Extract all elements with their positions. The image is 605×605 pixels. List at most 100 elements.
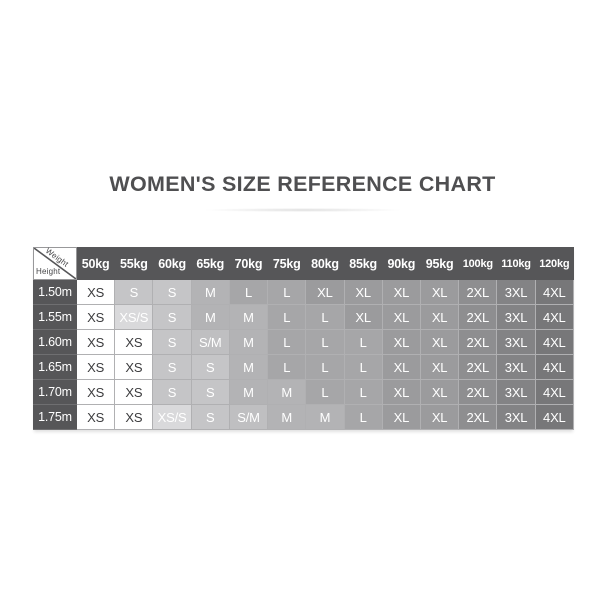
weight-header-120kg: 120kg: [534, 247, 575, 280]
height-label-1-65m: 1.65m: [33, 354, 77, 380]
table-header: Weight Height 50kg 55kg 60kg 65kg 70kg 75kg 80…: [33, 246, 575, 280]
size-cell: L: [305, 379, 345, 405]
height-label-1-75m: 1.75m: [33, 404, 77, 430]
size-cell: XS: [114, 354, 154, 380]
size-cell: XS/S: [152, 404, 192, 430]
table-row-1-50m: 1.50m XS S S M L L XL XL XL XL 2XL 3XL 4XL: [33, 279, 575, 305]
size-reference-table: Weight Height 50kg 55kg 60kg 65kg 70kg 75kg 80…: [33, 246, 575, 430]
size-cell: 2XL: [458, 329, 498, 355]
size-cell: XL: [381, 329, 421, 355]
size-cell: L: [343, 379, 383, 405]
size-cell: XS: [114, 379, 154, 405]
corner-height-label: Height: [36, 267, 61, 276]
size-cell: L: [305, 329, 345, 355]
size-cell: 2XL: [458, 304, 498, 330]
size-cell: XL: [305, 279, 345, 305]
diagonal-divider-icon: [34, 248, 76, 279]
size-cell: XL: [381, 404, 421, 430]
size-cell: 2XL: [458, 279, 498, 305]
size-cell: XS: [75, 404, 116, 430]
size-cell: M: [267, 404, 307, 430]
table-body: 1.50m XS S S M L L XL XL XL XL 2XL 3XL 4XL 1.55m XS XS/S…: [33, 279, 575, 430]
size-cell: L: [267, 279, 307, 305]
size-cell: M: [228, 379, 269, 405]
size-cell: 4XL: [534, 404, 575, 430]
height-label-1-70m: 1.70m: [33, 379, 77, 405]
size-cell: XL: [419, 404, 460, 430]
size-cell: XL: [419, 379, 460, 405]
size-cell: S: [152, 279, 192, 305]
size-cell: M: [305, 404, 345, 430]
size-cell: XS: [75, 379, 116, 405]
size-cell: M: [228, 354, 269, 380]
size-cell: XS: [75, 304, 116, 330]
size-cell: XS: [114, 329, 154, 355]
size-cell: L: [267, 304, 307, 330]
title-divider: [205, 208, 401, 212]
size-cell: 2XL: [458, 354, 498, 380]
size-cell: S/M: [228, 404, 269, 430]
size-cell: 3XL: [496, 354, 536, 380]
weight-header-100kg: 100kg: [458, 247, 498, 280]
height-label-1-60m: 1.60m: [33, 329, 77, 355]
corner-cell: Weight Height: [33, 246, 77, 280]
size-cell: S: [114, 279, 154, 305]
size-cell: S: [152, 304, 192, 330]
table-row-1-65m: 1.65m XS XS S S M L L L XL XL 2XL 3XL 4XL: [33, 354, 575, 380]
weight-header-70kg: 70kg: [228, 247, 269, 280]
size-cell: L: [305, 354, 345, 380]
size-cell: 3XL: [496, 304, 536, 330]
size-cell: XL: [381, 304, 421, 330]
size-cell: S: [190, 354, 230, 380]
weight-header-60kg: 60kg: [152, 247, 192, 280]
size-cell: L: [228, 279, 269, 305]
size-cell: XL: [419, 329, 460, 355]
size-cell: M: [228, 329, 269, 355]
size-cell: L: [343, 354, 383, 380]
size-cell: 4XL: [534, 354, 575, 380]
size-cell: M: [190, 279, 230, 305]
size-cell: L: [343, 329, 383, 355]
size-cell: L: [267, 329, 307, 355]
height-label-1-50m: 1.50m: [33, 279, 77, 305]
size-cell: L: [305, 304, 345, 330]
page-title: WOMEN'S SIZE REFERENCE CHART: [109, 172, 496, 196]
weight-header-75kg: 75kg: [267, 247, 307, 280]
size-cell: M: [267, 379, 307, 405]
size-cell: 4XL: [534, 379, 575, 405]
weight-header-110kg: 110kg: [496, 247, 536, 280]
size-cell: M: [190, 304, 230, 330]
size-cell: XS: [75, 329, 116, 355]
size-cell: XL: [419, 354, 460, 380]
size-cell: S: [190, 379, 230, 405]
table-row-1-55m: 1.55m XS XS/S S M M L L XL XL XL 2XL 3XL 4XL: [33, 304, 575, 330]
size-cell: S: [152, 354, 192, 380]
weight-header-80kg: 80kg: [305, 247, 345, 280]
size-cell: XL: [419, 304, 460, 330]
height-label-1-55m: 1.55m: [33, 304, 77, 330]
size-cell: 3XL: [496, 279, 536, 305]
size-cell: 3XL: [496, 404, 536, 430]
size-cell: S: [152, 379, 192, 405]
table-row-1-75m: 1.75m XS XS XS/S S S/M M M L XL XL 2XL 3XL 4XL: [33, 404, 575, 430]
size-cell: 3XL: [496, 329, 536, 355]
size-cell: XL: [381, 279, 421, 305]
size-cell: 4XL: [534, 329, 575, 355]
size-cell: M: [228, 304, 269, 330]
weight-header-55kg: 55kg: [114, 247, 154, 280]
weight-header-90kg: 90kg: [381, 247, 421, 280]
size-cell: XL: [343, 279, 383, 305]
size-cell: 2XL: [458, 379, 498, 405]
size-cell: XS: [114, 404, 154, 430]
weight-header-50kg: 50kg: [75, 247, 116, 280]
size-cell: XL: [419, 279, 460, 305]
table-row-1-60m: 1.60m XS XS S S/M M L L L XL XL 2XL 3XL 4XL: [33, 329, 575, 355]
size-cell: XS: [75, 354, 116, 380]
size-cell: XL: [381, 379, 421, 405]
size-cell: S/M: [190, 329, 230, 355]
weight-header-85kg: 85kg: [343, 247, 383, 280]
size-cell: XL: [381, 354, 421, 380]
size-cell: L: [267, 354, 307, 380]
header-row: Weight Height 50kg 55kg 60kg 65kg 70kg 75kg 80…: [33, 246, 575, 280]
size-cell: S: [152, 329, 192, 355]
